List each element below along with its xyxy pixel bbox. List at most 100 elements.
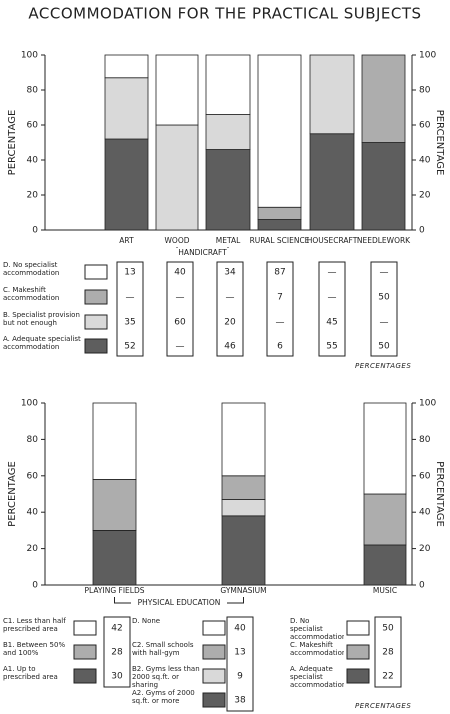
y-tick-label: 100 xyxy=(21,51,38,61)
legend-label: A. Adequate specialist accommodation xyxy=(3,335,81,351)
bar-segment xyxy=(363,544,407,586)
legend-label: D. No specialist accommodation xyxy=(290,617,344,641)
bar-segment xyxy=(205,114,251,150)
table-value: 87 xyxy=(274,268,285,278)
legend-label: C2. Small schools with hall-gym xyxy=(132,641,194,657)
table-value: 28 xyxy=(382,648,394,658)
y-tick-label: 60 xyxy=(27,121,39,131)
legend-label: B. Specialist provision but not enough xyxy=(3,311,80,327)
table-column xyxy=(374,616,402,688)
legend-swatch xyxy=(202,620,226,636)
x-tick-label: MUSIC xyxy=(373,586,397,595)
y2-axis-label: PERCENTAGE xyxy=(434,110,445,176)
legend-swatch xyxy=(202,644,226,660)
table-column xyxy=(226,616,254,712)
table-value: — xyxy=(176,342,185,352)
bar-segment xyxy=(92,402,137,480)
table-value: — xyxy=(126,293,135,303)
table-value: — xyxy=(276,318,285,328)
table-value: 55 xyxy=(326,342,337,352)
x-tick-label: HOUSECRAFT xyxy=(307,236,358,245)
bar-segment xyxy=(309,54,355,135)
table-column xyxy=(216,261,244,357)
table-value: — xyxy=(328,268,337,278)
table-value: 13 xyxy=(234,648,245,658)
bar-segment xyxy=(104,138,149,231)
page-title: ACCOMMODATION FOR THE PRACTICAL SUBJECTS xyxy=(28,5,421,23)
legend-label: D. No specialist accommodation xyxy=(3,261,60,277)
bar-segment xyxy=(221,515,266,586)
table-column xyxy=(266,261,294,357)
group-label-bg xyxy=(131,598,227,608)
y-tick-label: 40 xyxy=(27,508,39,518)
table-column xyxy=(370,261,398,357)
legend-swatch xyxy=(202,692,226,708)
legend-label: A2. Gyms of 2000 sq.ft. or more xyxy=(132,689,195,705)
bar-segment xyxy=(257,219,302,231)
legend-label-box: D. No specialist accommodation xyxy=(3,261,60,277)
legend-label: D. None xyxy=(132,617,161,625)
note: PERCENTAGES xyxy=(355,362,411,370)
table-column xyxy=(116,261,144,357)
legend-label: B1. Between 50% and 100% xyxy=(3,641,66,657)
table-column xyxy=(318,261,346,357)
x-tick-label: NEEDLEWORK xyxy=(357,236,411,245)
legend-label-box: B1. Between 50% and 100% xyxy=(3,641,66,657)
legend-swatch xyxy=(84,314,108,330)
group-label-bg xyxy=(154,248,251,258)
y-axis-label: PERCENTAGE xyxy=(7,110,18,176)
table-value: 42 xyxy=(111,624,122,634)
table-value: 38 xyxy=(234,696,246,706)
bar-segment xyxy=(205,149,251,231)
bar-segment xyxy=(155,54,199,126)
legend-swatch xyxy=(73,620,97,636)
y-tick-label: 20 xyxy=(27,544,39,554)
x-tick-label: PLAYING FIELDS xyxy=(85,586,145,595)
bar-segment xyxy=(221,475,266,500)
table-value: 40 xyxy=(174,268,186,278)
bar-segment xyxy=(221,499,266,517)
legend-swatch xyxy=(346,668,370,684)
legend-label: C. Makeshift accommodation xyxy=(290,641,344,657)
y2-tick-label: 0 xyxy=(419,226,425,236)
group-label: HANDICRAFT xyxy=(178,248,227,257)
y2-tick-label: 100 xyxy=(419,399,436,409)
bar-segment xyxy=(361,54,406,143)
y-tick-label: 100 xyxy=(21,399,38,409)
legend-label: A1. Up to prescribed area xyxy=(3,665,58,681)
table-value: 13 xyxy=(124,268,135,278)
bar-segment xyxy=(104,54,149,79)
table-value: 9 xyxy=(237,672,243,682)
y2-tick-label: 0 xyxy=(419,581,425,591)
bar-segment xyxy=(363,493,407,546)
y-tick-label: 0 xyxy=(32,581,38,591)
table-value: 50 xyxy=(378,293,390,303)
y-tick-label: 20 xyxy=(27,191,39,201)
y2-tick-label: 60 xyxy=(419,121,431,131)
legend-label: B2. Gyms less than 2000 sq.ft. or sharin… xyxy=(132,665,200,689)
legend-label-box: C. Makeshift accommodation xyxy=(3,286,60,302)
bar-segment xyxy=(92,479,137,531)
legend-label-box: C2. Small schools with hall-gym xyxy=(132,641,194,657)
legend-label-box: A. Adequate specialist accommodation xyxy=(290,665,344,689)
y-tick-label: 80 xyxy=(27,435,39,445)
legend-swatch xyxy=(73,668,97,684)
legend-label-box: B. Specialist provision but not enough xyxy=(3,311,80,327)
table-value: 40 xyxy=(234,624,246,634)
y-tick-label: 0 xyxy=(32,226,38,236)
group-label: PHYSICAL EDUCATION xyxy=(138,598,221,607)
legend-swatch xyxy=(84,264,108,280)
table-value: 22 xyxy=(382,672,393,682)
legend-label: C1. Less than half prescribed area xyxy=(3,617,66,633)
y-tick-label: 80 xyxy=(27,86,39,96)
legend-label-box: D. None xyxy=(132,617,161,625)
table-value: 20 xyxy=(224,318,236,328)
y2-axis-label: PERCENTAGE xyxy=(434,461,445,527)
x-tick-label: RURAL SCIENCE xyxy=(250,236,310,245)
legend-label: A. Adequate specialist accommodation xyxy=(290,665,344,689)
legend-swatch xyxy=(84,289,108,305)
legend-label-box: C1. Less than half prescribed area xyxy=(3,617,66,633)
legend-label-box: D. No specialist accommodation xyxy=(290,617,344,641)
table-value: 7 xyxy=(277,293,283,303)
legend-label: C. Makeshift accommodation xyxy=(3,286,60,302)
